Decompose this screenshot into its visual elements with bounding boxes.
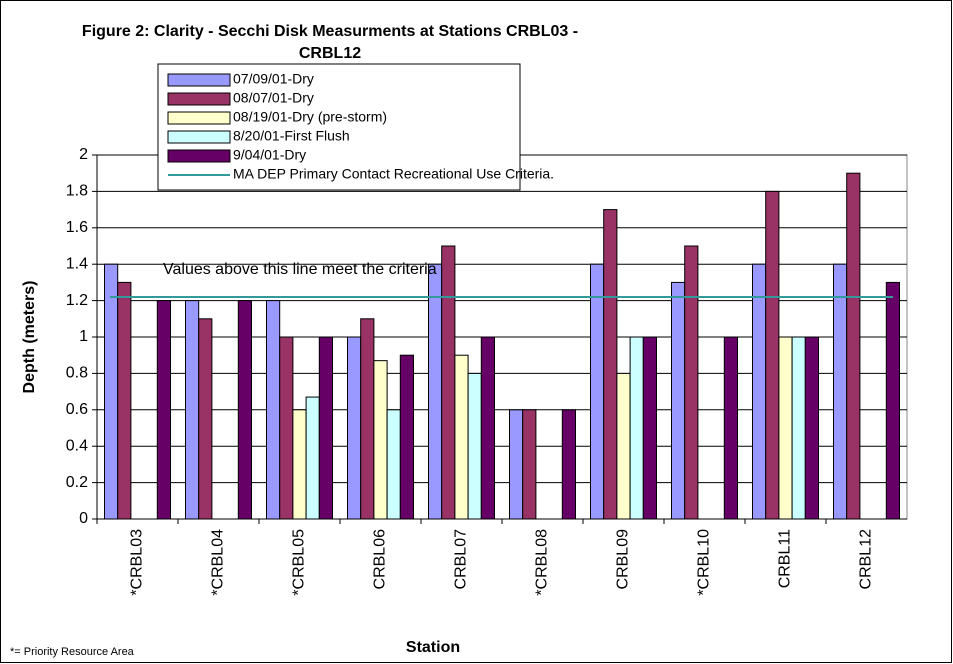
legend-label: 8/20/01-First Flush bbox=[233, 128, 350, 144]
bar bbox=[846, 172, 861, 520]
bar bbox=[752, 263, 767, 520]
bar bbox=[590, 263, 605, 520]
bar bbox=[318, 336, 333, 520]
x-tick-label: CRBL11 bbox=[777, 529, 794, 588]
y-tick-label: 0.2 bbox=[66, 474, 88, 491]
y-tick-label: 1.8 bbox=[66, 183, 88, 200]
bar bbox=[791, 336, 806, 520]
y-tick-label: 1 bbox=[79, 328, 88, 345]
x-tick-label: *CRBL03 bbox=[129, 529, 146, 596]
y-tick-label: 0.8 bbox=[66, 365, 88, 382]
y-axis-label: Depth (meters) bbox=[21, 281, 38, 394]
bar bbox=[723, 336, 738, 520]
legend-label: 07/09/01-Dry bbox=[233, 71, 314, 87]
bar bbox=[266, 300, 281, 520]
bar bbox=[603, 209, 618, 520]
legend-label: MA DEP Primary Contact Recreational Use … bbox=[233, 166, 554, 182]
bar bbox=[347, 336, 362, 520]
x-tick-label: CRBL09 bbox=[615, 529, 632, 590]
chart-title: Figure 2: Clarity - Secchi Disk Measurme… bbox=[82, 23, 578, 62]
bar bbox=[198, 318, 213, 520]
bar bbox=[833, 263, 848, 520]
bar bbox=[441, 245, 456, 520]
bar bbox=[885, 281, 900, 520]
bar bbox=[765, 190, 780, 520]
x-tick-label: *CRBL05 bbox=[291, 529, 308, 596]
bar bbox=[292, 409, 307, 520]
bar bbox=[642, 336, 657, 520]
annotation: Values above this line meet the criteria bbox=[163, 261, 437, 278]
y-tick-label: 0.6 bbox=[66, 401, 88, 418]
bar bbox=[104, 263, 119, 520]
x-tick-label: *CRBL04 bbox=[210, 529, 227, 596]
bar bbox=[185, 300, 200, 520]
bar bbox=[671, 281, 686, 520]
legend-swatch bbox=[167, 92, 231, 106]
bar bbox=[616, 372, 631, 520]
x-tick-label: *CRBL10 bbox=[696, 529, 713, 596]
bar bbox=[509, 409, 524, 520]
y-tick-label: 1.4 bbox=[66, 255, 88, 272]
legend-swatch bbox=[167, 149, 231, 163]
legend-label: 08/07/01-Dry bbox=[233, 90, 314, 106]
legend-swatch bbox=[167, 73, 231, 87]
legend-label: 9/04/01-Dry bbox=[233, 147, 306, 163]
bar bbox=[237, 300, 253, 520]
x-tick-label: CRBL06 bbox=[372, 529, 389, 590]
bar bbox=[467, 372, 482, 520]
bar bbox=[454, 354, 469, 520]
bar bbox=[778, 336, 793, 520]
bar bbox=[117, 281, 132, 520]
bar bbox=[373, 360, 388, 520]
bar bbox=[804, 336, 819, 520]
bar bbox=[684, 245, 699, 520]
legend-swatch bbox=[167, 111, 231, 125]
bar bbox=[522, 409, 537, 520]
legend-swatch bbox=[167, 130, 231, 144]
bar bbox=[629, 336, 644, 520]
y-tick-label: 1.2 bbox=[66, 292, 88, 309]
bar bbox=[561, 409, 576, 520]
x-tick-label: CRBL07 bbox=[453, 529, 470, 590]
bar bbox=[279, 336, 294, 520]
bar bbox=[399, 354, 414, 520]
x-axis-label: Station bbox=[406, 639, 460, 656]
y-tick-label: 0.4 bbox=[66, 437, 88, 454]
bar bbox=[428, 263, 443, 520]
bar bbox=[156, 300, 172, 520]
legend-label: 08/19/01-Dry (pre-storm) bbox=[233, 109, 387, 125]
bar bbox=[386, 409, 401, 520]
x-tick-label: *CRBL08 bbox=[534, 529, 551, 596]
bar bbox=[360, 318, 375, 520]
y-tick-label: 2 bbox=[79, 146, 88, 163]
footnote: *= Priority Resource Area bbox=[10, 646, 135, 658]
bar bbox=[480, 336, 495, 520]
y-tick-label: 1.6 bbox=[66, 219, 88, 236]
bar bbox=[305, 396, 320, 520]
y-tick-label: 0 bbox=[79, 510, 88, 527]
x-tick-label: CRBL12 bbox=[858, 529, 875, 590]
